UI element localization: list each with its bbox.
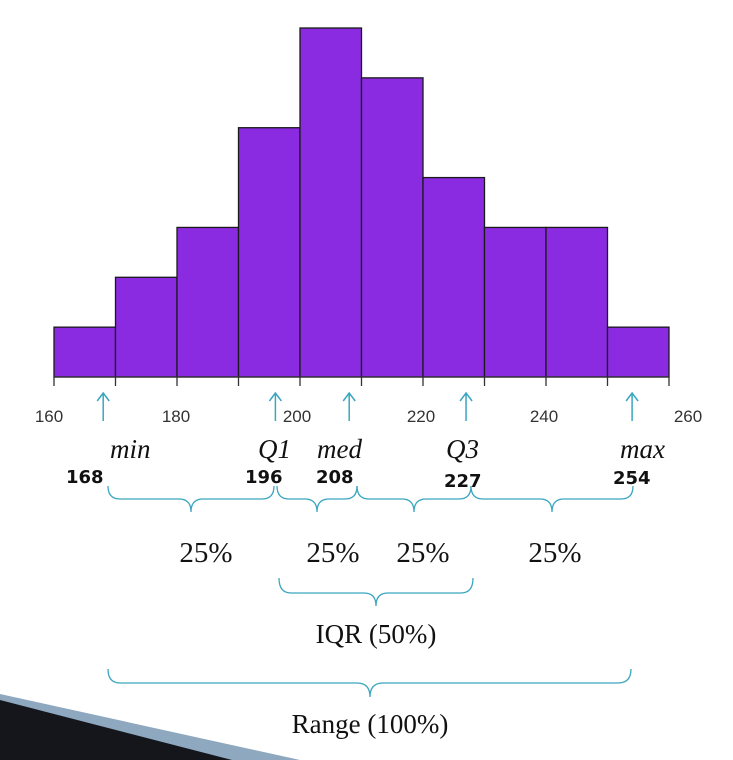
stat-value-q3: 227 [444, 471, 482, 492]
histogram-bar [422, 176, 486, 378]
tick-label: 200 [283, 407, 311, 426]
up-arrow-icon [342, 391, 356, 421]
stat-label-q3: Q3 [446, 434, 479, 464]
stat-value-min: 168 [66, 467, 104, 488]
stat-value-med: 208 [316, 467, 354, 488]
histogram-bar [237, 127, 301, 378]
stat-label-max: max [620, 434, 665, 464]
pct-label-q3: 25% [396, 537, 449, 569]
tick-label: 220 [407, 407, 435, 426]
up-arrow-icon [96, 391, 110, 421]
stat-label-med: med [317, 434, 362, 464]
iqr-label: IQR (50%) [316, 619, 437, 649]
pct-label-q2: 25% [306, 537, 359, 569]
up-arrow-icon [268, 391, 282, 421]
up-arrow-icon [459, 391, 473, 421]
tick-label: 180 [162, 407, 190, 426]
histogram-bar [483, 226, 547, 378]
histogram-bar [545, 226, 609, 378]
brace-quartile-4 [470, 485, 634, 513]
stat-value-max: 254 [613, 468, 651, 489]
stat-arrows [96, 391, 639, 421]
range-label: Range (100%) [292, 709, 449, 739]
stat-label-min: min [110, 434, 151, 464]
pct-label-q1: 25% [179, 537, 232, 569]
corner-stripe-dark [0, 700, 232, 760]
stat-label-q1: Q1 [258, 434, 291, 464]
histogram-bar [606, 326, 670, 378]
brace-quartile-1 [107, 485, 275, 513]
brace-range [107, 668, 632, 698]
tick-label: 240 [530, 407, 558, 426]
brace-quartile-2 [276, 485, 358, 513]
tick-label: 260 [674, 407, 702, 426]
histogram-bar [176, 226, 240, 378]
brace-quartile-3 [356, 485, 472, 513]
histogram-bar [360, 77, 424, 378]
histogram-bars [53, 27, 670, 378]
histogram-bar [299, 27, 363, 378]
pct-label-q4: 25% [528, 537, 581, 569]
tick-label: 160 [35, 407, 63, 426]
histogram-bar [114, 276, 178, 378]
up-arrow-icon [625, 391, 639, 421]
x-axis [53, 376, 670, 386]
stat-value-q1: 196 [245, 467, 283, 488]
histogram-bar [53, 326, 117, 378]
brace-iqr [278, 577, 474, 607]
